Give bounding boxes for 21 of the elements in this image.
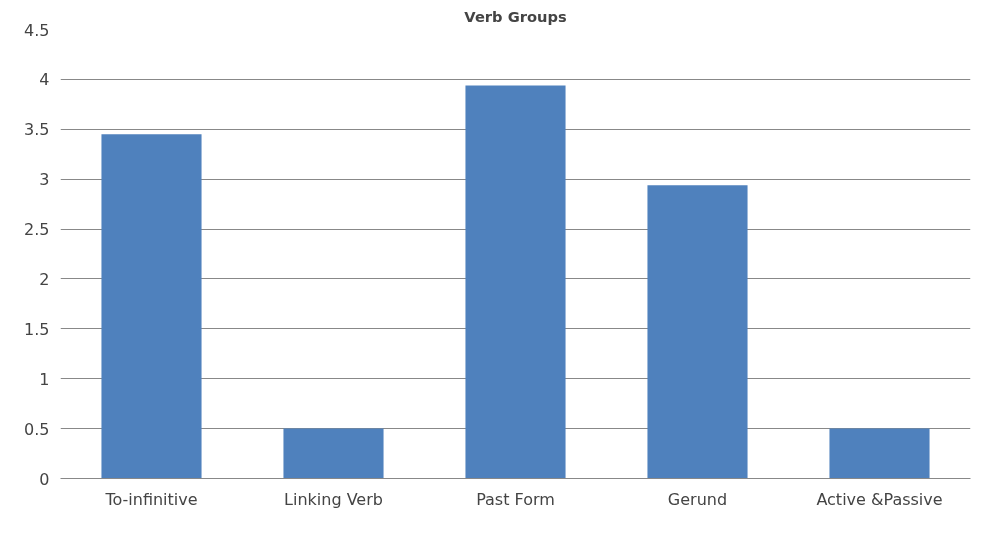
bar bbox=[829, 428, 930, 479]
y-tick-label: 1.5 bbox=[24, 319, 50, 339]
y-tick-label: 4 bbox=[39, 70, 50, 90]
bar bbox=[101, 134, 202, 479]
y-tick-label: 2 bbox=[39, 269, 50, 289]
chart-title: Verb Groups bbox=[464, 7, 567, 25]
y-tick-label: 3 bbox=[39, 170, 50, 190]
x-tick-label: To-infinitive bbox=[104, 489, 198, 509]
x-tick-label: Past Form bbox=[476, 489, 555, 509]
y-tick-label: 4.5 bbox=[24, 20, 50, 40]
y-tick-label: 1 bbox=[39, 369, 50, 389]
x-tick-label: Gerund bbox=[667, 489, 728, 509]
x-tick-label: Active &Passive bbox=[816, 489, 943, 509]
y-tick-label: 3.5 bbox=[24, 120, 50, 140]
y-tick-label: 2.5 bbox=[24, 220, 50, 240]
y-tick-label: 0 bbox=[39, 469, 50, 489]
bar bbox=[647, 185, 748, 479]
bar bbox=[465, 85, 566, 479]
x-tick-label: Linking Verb bbox=[284, 489, 383, 509]
y-tick-label: 0.5 bbox=[24, 419, 50, 439]
bar bbox=[283, 428, 384, 479]
